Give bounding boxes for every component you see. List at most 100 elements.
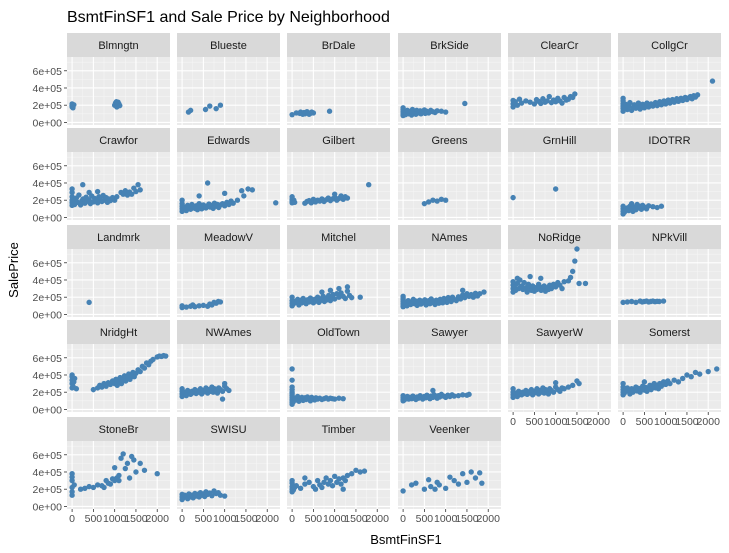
facet-label-crawfor: Crawfor (99, 135, 138, 147)
facet-label-swisu: SWISU (210, 424, 246, 436)
facet-panel-nridght: NridgHt0e+002e+054e+056e+05 (33, 320, 171, 416)
data-point (570, 269, 575, 274)
facet-panel-meadowv: MeadowV (177, 225, 280, 317)
x-tick-label: 1000 (213, 513, 237, 525)
data-point (188, 108, 193, 113)
facet-panel-swisu: SWISU0 500 100015002000 (177, 417, 280, 525)
data-point (689, 374, 694, 379)
x-tick-label: 500 (305, 513, 323, 525)
data-point (358, 295, 363, 300)
data-point (302, 475, 307, 480)
data-point (570, 383, 575, 388)
data-point (583, 281, 588, 286)
data-point (131, 457, 136, 462)
data-point (125, 461, 130, 466)
facet-label-sawyer: Sawyer (431, 327, 468, 339)
data-point (473, 475, 478, 480)
x-tick-label: 500 (85, 513, 103, 525)
data-point (464, 480, 469, 485)
data-point (203, 107, 208, 112)
data-point (400, 488, 405, 493)
data-point (574, 246, 579, 251)
data-point (338, 481, 343, 486)
data-point (289, 384, 294, 389)
facet-label-landmrk: Landmrk (97, 232, 140, 244)
facet-panel-greens: Greens (398, 128, 501, 220)
data-point (207, 103, 212, 108)
data-point (340, 396, 345, 401)
facet-panel-timber: Timber0 500 100015002000 (287, 417, 390, 525)
data-point (135, 182, 140, 187)
data-point (222, 381, 227, 386)
data-point (466, 392, 471, 397)
data-point (695, 92, 700, 97)
x-tick-label: 0 (620, 416, 626, 428)
facet-label-veenker: Veenker (429, 424, 470, 436)
data-point (572, 258, 577, 263)
x-tick-label: 1500 (455, 513, 479, 525)
data-point (163, 353, 168, 358)
data-point (714, 366, 719, 371)
data-point (213, 106, 218, 111)
data-point (697, 371, 702, 376)
facet-label-brkside: BrkSide (430, 40, 469, 52)
data-point (95, 189, 100, 194)
facet-label-nwames: NWAmes (205, 327, 252, 339)
y-tick-label: 0e+00 (33, 212, 63, 224)
data-point (553, 380, 558, 385)
data-point (340, 487, 345, 492)
data-point (332, 191, 337, 196)
facet-panel-noridge: NoRidge (508, 225, 611, 317)
data-point (123, 466, 128, 471)
data-point (443, 109, 448, 114)
facet-label-edwards: Edwards (207, 135, 250, 147)
y-tick-label: 2e+05 (33, 100, 63, 112)
data-point (680, 376, 685, 381)
data-point (69, 186, 74, 191)
y-tick-label: 4e+05 (33, 467, 63, 479)
x-tick-label: 1500 (234, 513, 258, 525)
x-tick-label: 2000 (256, 513, 280, 525)
y-tick-label: 4e+05 (33, 370, 63, 382)
y-tick-label: 6e+05 (33, 258, 63, 270)
chart-title: BsmtFinSF1 and Sale Price by Neighborhoo… (67, 9, 390, 26)
data-point (553, 186, 558, 191)
y-tick-label: 2e+05 (33, 292, 63, 304)
data-point (76, 192, 81, 197)
y-tick-label: 4e+05 (33, 275, 63, 287)
facet-label-grnhill: GrnHill (543, 135, 577, 147)
data-point (108, 481, 113, 486)
data-point (477, 470, 482, 475)
data-point (311, 110, 316, 115)
data-point (460, 288, 465, 293)
data-point (86, 190, 91, 195)
y-tick-label: 4e+05 (33, 83, 63, 95)
data-point (71, 102, 76, 107)
data-point (430, 388, 435, 393)
data-point (676, 379, 681, 384)
data-point (527, 274, 532, 279)
x-tick-label: 1500 (675, 416, 699, 428)
data-point (138, 461, 143, 466)
data-point (319, 485, 324, 490)
facet-label-blueste: Blueste (210, 40, 247, 52)
facet-label-blmngtn: Blmngtn (98, 40, 138, 52)
data-point (366, 182, 371, 187)
data-point (250, 187, 255, 192)
data-point (222, 493, 227, 498)
data-point (481, 289, 486, 294)
data-point (298, 486, 303, 491)
facet-panel-clearcr: ClearCr (508, 33, 611, 125)
data-point (239, 188, 244, 193)
facet-panel-npkvill: NPkVill (618, 225, 721, 317)
facet-label-brdale: BrDale (322, 40, 356, 52)
facet-label-mitchel: Mitchel (321, 232, 356, 244)
data-point (576, 381, 581, 386)
x-tick-label: 500 (526, 416, 544, 428)
facet-panel-somerst: Somerst0 500 100015002000 (618, 320, 721, 428)
data-point (469, 469, 474, 474)
data-point (426, 477, 431, 482)
data-point (327, 109, 332, 114)
facet-label-sawyerw: SawyerW (536, 327, 584, 339)
